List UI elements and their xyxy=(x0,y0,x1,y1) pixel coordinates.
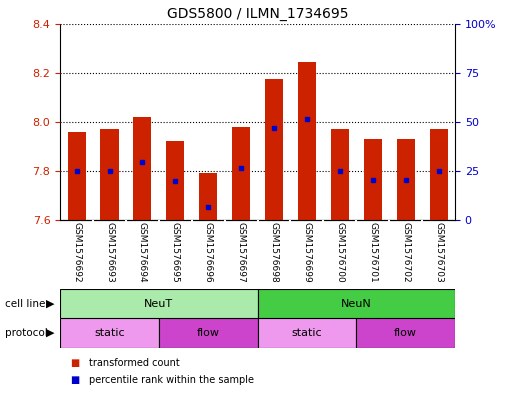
Text: flow: flow xyxy=(394,328,417,338)
Bar xyxy=(257,289,455,318)
Bar xyxy=(166,141,185,220)
Text: GSM1576695: GSM1576695 xyxy=(171,222,180,283)
Text: transformed count: transformed count xyxy=(89,358,180,368)
Bar xyxy=(232,127,250,220)
Bar xyxy=(298,62,316,220)
Text: GSM1576703: GSM1576703 xyxy=(434,222,443,283)
Bar xyxy=(159,318,257,348)
Text: GSM1576694: GSM1576694 xyxy=(138,222,147,283)
Text: GSM1576697: GSM1576697 xyxy=(236,222,246,283)
Text: GSM1576698: GSM1576698 xyxy=(269,222,279,283)
Text: GSM1576701: GSM1576701 xyxy=(368,222,377,283)
Text: ▶: ▶ xyxy=(47,328,55,338)
Bar xyxy=(265,79,283,220)
Text: flow: flow xyxy=(197,328,220,338)
Bar xyxy=(363,139,382,220)
Bar xyxy=(429,129,448,220)
Text: cell line: cell line xyxy=(5,299,46,309)
Text: NeuT: NeuT xyxy=(144,299,174,309)
Text: NeuN: NeuN xyxy=(341,299,372,309)
Text: static: static xyxy=(292,328,322,338)
Title: GDS5800 / ILMN_1734695: GDS5800 / ILMN_1734695 xyxy=(167,7,348,21)
Text: protocol: protocol xyxy=(5,328,48,338)
Text: ■: ■ xyxy=(71,358,80,368)
Bar xyxy=(60,289,257,318)
Text: ■: ■ xyxy=(71,375,80,385)
Text: percentile rank within the sample: percentile rank within the sample xyxy=(89,375,254,385)
Text: GSM1576693: GSM1576693 xyxy=(105,222,114,283)
Text: ▶: ▶ xyxy=(47,299,55,309)
Bar xyxy=(100,129,119,220)
Text: GSM1576696: GSM1576696 xyxy=(204,222,213,283)
Bar xyxy=(396,139,415,220)
Text: GSM1576692: GSM1576692 xyxy=(72,222,81,283)
Text: GSM1576699: GSM1576699 xyxy=(302,222,311,283)
Bar xyxy=(67,132,86,220)
Bar xyxy=(356,318,455,348)
Bar xyxy=(60,318,159,348)
Text: static: static xyxy=(94,328,125,338)
Text: GSM1576700: GSM1576700 xyxy=(335,222,344,283)
Bar xyxy=(331,129,349,220)
Bar xyxy=(257,318,356,348)
Text: GSM1576702: GSM1576702 xyxy=(401,222,410,283)
Bar xyxy=(133,117,152,220)
Bar xyxy=(199,173,217,220)
